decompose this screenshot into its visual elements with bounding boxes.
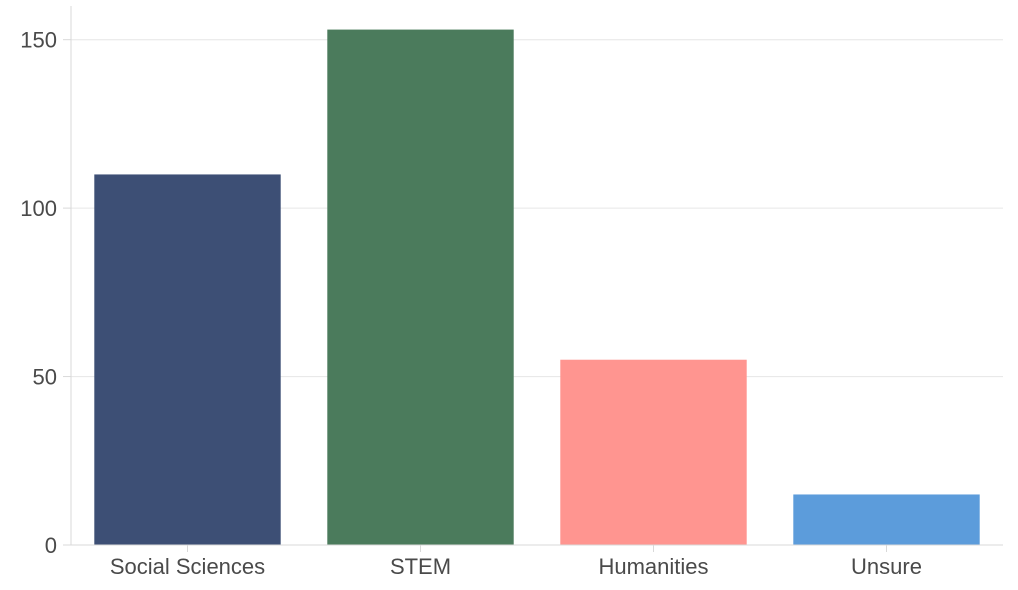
y-tick-label: 100 xyxy=(20,196,57,221)
y-tick-label: 150 xyxy=(20,28,57,53)
y-tick-label: 0 xyxy=(45,533,57,558)
y-tick-label: 50 xyxy=(33,365,57,390)
bar-social-sciences xyxy=(94,174,281,545)
x-tick-labels: Social Sciences STEM Humanities Unsure xyxy=(110,545,922,579)
bars xyxy=(94,29,980,546)
bar-unsure xyxy=(793,494,980,545)
x-tick-label: Humanities xyxy=(598,554,708,579)
bar-humanities xyxy=(560,359,747,545)
x-tick-label: Unsure xyxy=(851,554,922,579)
y-tick-labels: 0 50 100 150 xyxy=(20,28,71,558)
axes xyxy=(70,6,1003,546)
x-tick-label: Social Sciences xyxy=(110,554,265,579)
bar-stem xyxy=(327,29,514,546)
x-tick-label: STEM xyxy=(390,554,451,579)
